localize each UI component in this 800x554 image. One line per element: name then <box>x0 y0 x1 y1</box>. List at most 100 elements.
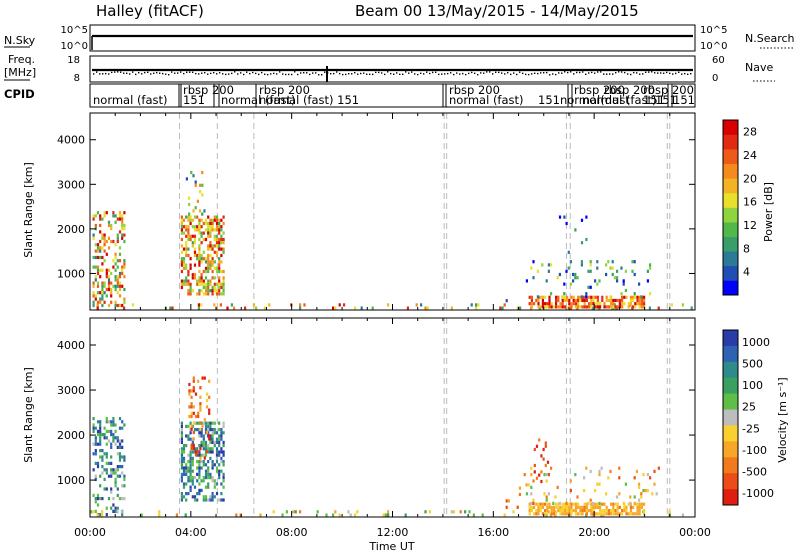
power-cell <box>537 302 540 306</box>
velocity-cell <box>349 513 352 517</box>
power-cell <box>594 295 597 299</box>
power-cell <box>550 292 553 296</box>
velocity-cell <box>555 502 558 506</box>
power-cell <box>202 257 205 261</box>
velocity-cell <box>259 513 262 517</box>
nave-point <box>318 74 320 76</box>
velocity-cell <box>585 502 588 506</box>
velocity-cell <box>211 495 214 499</box>
power-cell <box>110 239 113 244</box>
velocity-colorbar-tick: -1000 <box>742 487 774 500</box>
velocity-cell <box>185 466 188 470</box>
velocity-cell <box>218 453 221 457</box>
nave-point <box>129 73 131 75</box>
power-cell <box>171 306 174 310</box>
velocity-cell <box>114 477 117 481</box>
velocity-cell <box>612 509 615 513</box>
velocity-cell <box>207 472 210 476</box>
power-cell <box>614 298 617 303</box>
power-cell <box>202 221 205 226</box>
velocity-cell <box>196 498 199 502</box>
power-cell <box>121 236 124 240</box>
nave-point <box>588 72 590 74</box>
power-cell <box>99 214 102 218</box>
velocity-cell <box>235 513 238 517</box>
power-cell <box>213 244 216 248</box>
nave-point <box>567 71 569 74</box>
power-cell <box>218 285 221 290</box>
power-cell <box>101 233 104 237</box>
velocity-cell <box>110 474 113 478</box>
velocity-cell <box>503 513 506 517</box>
time-tick-label: 00:00 <box>679 526 711 539</box>
nave-point <box>600 71 602 73</box>
power-cell <box>198 218 201 222</box>
power-cell <box>547 263 550 267</box>
velocity-cell <box>180 424 183 428</box>
velocity-cell <box>204 498 208 502</box>
velocity-cell <box>199 421 202 425</box>
power-cell <box>118 259 122 263</box>
power-cell <box>202 231 205 235</box>
power-cell <box>218 260 221 264</box>
nave-point <box>390 72 392 75</box>
power-cell <box>202 279 205 283</box>
power-cell <box>101 217 104 221</box>
velocity-cell <box>107 429 111 433</box>
power-cell <box>209 221 212 226</box>
power-cell <box>187 269 190 274</box>
power-cell <box>116 217 119 221</box>
velocity-cell <box>548 502 551 506</box>
nave-point <box>147 71 149 73</box>
velocity-cell <box>94 449 97 453</box>
power-cell <box>220 269 223 274</box>
power-cell <box>537 305 540 309</box>
power-cell <box>107 275 111 279</box>
nave-label: Nave <box>745 61 773 74</box>
power-cell <box>116 291 119 295</box>
velocity-cell <box>204 447 208 451</box>
velocity-cell <box>196 428 199 432</box>
velocity-ytick-label: 4000 <box>57 339 85 352</box>
velocity-cell <box>103 436 106 440</box>
power-cell <box>585 298 588 303</box>
velocity-cell <box>191 460 194 464</box>
velocity-cell <box>601 509 604 513</box>
velocity-cell <box>605 505 608 509</box>
time-axis-label: Time UT <box>368 540 414 553</box>
power-cell <box>116 236 119 240</box>
power-cell <box>192 174 195 178</box>
power-cell <box>207 289 210 293</box>
velocity-cell <box>213 479 216 483</box>
power-colorbar-swatch <box>723 149 738 165</box>
velocity-cell <box>621 512 624 516</box>
power-cell <box>209 266 212 270</box>
power-cell <box>209 282 212 286</box>
velocity-cell <box>616 502 619 506</box>
power-cell <box>209 241 212 245</box>
power-cell <box>123 275 126 279</box>
velocity-cell <box>112 471 115 475</box>
velocity-cell <box>198 472 201 476</box>
velocity-cell <box>205 405 209 409</box>
velocity-colorbar-tick: -25 <box>742 422 760 435</box>
power-cell <box>532 260 535 264</box>
power-cell <box>616 279 619 283</box>
nave-point <box>276 73 278 75</box>
velocity-cell <box>558 501 561 505</box>
nave-point <box>564 71 566 73</box>
power-cell <box>611 266 614 270</box>
power-cell <box>200 234 203 238</box>
nave-point <box>345 73 347 76</box>
power-cell <box>610 302 613 306</box>
cpid-segment: rbsp 200 <box>259 83 310 97</box>
velocity-cell <box>188 389 191 393</box>
velocity-cell <box>528 502 531 506</box>
power-cell <box>577 305 580 309</box>
power-cell <box>622 279 625 283</box>
velocity-cell <box>211 431 214 435</box>
nave-point <box>540 72 542 74</box>
power-cell <box>627 302 630 306</box>
power-cell <box>209 260 212 264</box>
power-cell <box>545 279 548 283</box>
